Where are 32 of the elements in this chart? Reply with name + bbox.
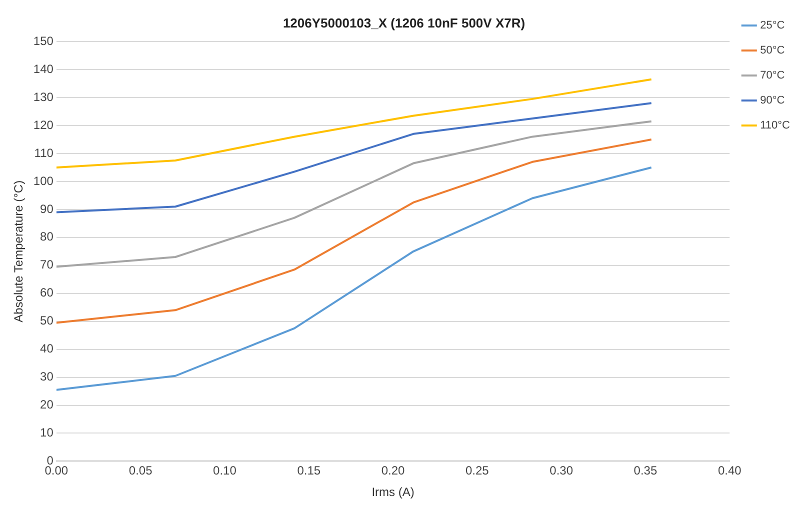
legend-label: 110°C (760, 120, 790, 132)
x-tick-label: 0.10 (213, 464, 237, 478)
y-tick-label: 150 (33, 34, 54, 48)
x-tick-label: 0.05 (128, 464, 153, 478)
x-tick-label: 0.15 (297, 464, 321, 478)
y-tick-label: 40 (40, 342, 54, 356)
x-tick-label: 0.35 (634, 464, 658, 478)
x-tick-label: 0.00 (44, 464, 68, 478)
y-axis-title: Absolute Temperature (°C) (12, 180, 26, 322)
x-axis-title: Irms (A) (372, 485, 414, 500)
y-tick-label: 20 (40, 398, 54, 412)
x-tick-label: 0.40 (718, 464, 742, 478)
legend-label: 90°C (760, 94, 785, 107)
legend-label: 25°C (760, 20, 785, 32)
y-tick-label: 140 (33, 62, 54, 76)
y-tick-label: 50 (40, 314, 54, 328)
y-tick-label: 120 (33, 118, 54, 132)
y-tick-label: 90 (40, 202, 54, 216)
y-tick-label: 80 (40, 230, 54, 244)
y-tick-label: 100 (33, 174, 54, 188)
y-tick-label: 10 (40, 426, 54, 440)
legend-label: 70°C (760, 70, 785, 82)
x-tick-label: 0.20 (381, 464, 406, 478)
y-tick-label: 70 (40, 258, 54, 272)
y-tick-label: 30 (40, 370, 54, 384)
y-tick-label: 60 (40, 286, 54, 300)
chart-title: 1206Y5000103_X (1206 10nF 500V X7R) (282, 15, 526, 30)
x-tick-label: 0.30 (550, 464, 574, 478)
x-tick-label: 0.25 (465, 464, 490, 478)
legend-label: 50°C (760, 44, 785, 57)
y-tick-label: 110 (34, 146, 54, 160)
y-tick-label: 130 (33, 90, 54, 104)
